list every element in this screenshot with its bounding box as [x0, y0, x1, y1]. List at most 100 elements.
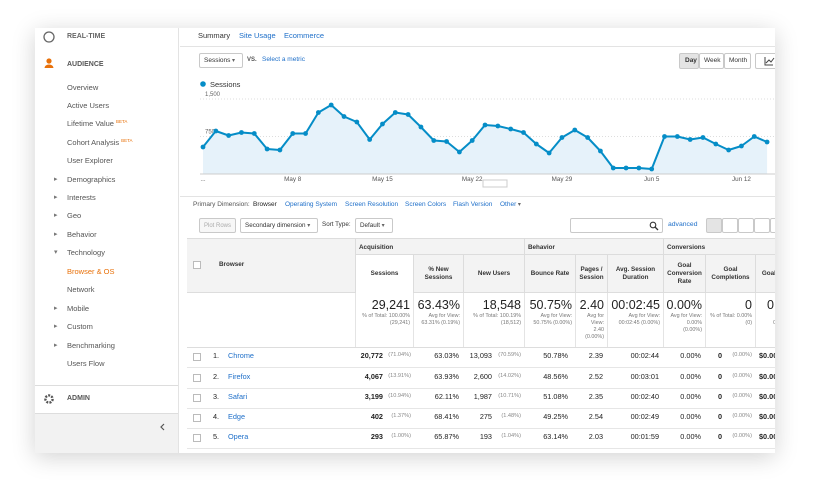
nav-item[interactable]: Mobile: [54, 305, 89, 313]
browser-link[interactable]: Firefox: [228, 372, 251, 382]
advanced-link[interactable]: advanced: [668, 221, 698, 228]
point: [726, 147, 732, 153]
column-header[interactable]: New Users: [463, 255, 524, 293]
total-note: Avg for View: 63.31% (0.19%): [421, 313, 460, 327]
nav-item[interactable]: Interests: [54, 194, 96, 202]
column-border: [463, 293, 464, 347]
view-button[interactable]: [706, 218, 722, 233]
nav-item-active[interactable]: Browser & OS: [67, 267, 115, 276]
legend-label: Sessions: [210, 80, 241, 89]
table-cell: (0.00%): [732, 413, 752, 420]
chart-icon: [764, 57, 775, 66]
sort-label: Sort Type:: [322, 221, 351, 228]
view-button[interactable]: [722, 218, 738, 233]
nav-item[interactable]: Overview: [67, 83, 99, 92]
dimension-option[interactable]: Screen Colors: [405, 201, 447, 208]
point: [418, 124, 424, 130]
x-tick-label: ...: [200, 176, 205, 183]
table-cell: 2.54: [588, 412, 603, 422]
table-cell: (10.71%): [498, 393, 521, 400]
tab[interactable]: Site Usage: [239, 31, 276, 40]
period-button[interactable]: Month: [724, 53, 751, 69]
row-divider: [187, 428, 775, 429]
dimension-option[interactable]: Operating System: [285, 201, 338, 208]
table-cell: 293: [370, 432, 383, 442]
nav-item[interactable]: Technology: [54, 249, 105, 257]
nav-label: Lifetime Value: [67, 119, 114, 128]
browser-link[interactable]: Chrome: [228, 351, 254, 361]
column-header[interactable]: Goal Completions: [705, 255, 755, 293]
table-cell: 62.11%: [434, 392, 459, 402]
column-group: [663, 238, 775, 255]
point: [328, 102, 334, 108]
table-cell: 0: [717, 432, 722, 442]
row-checkbox[interactable]: [193, 414, 201, 422]
metric-dropdown[interactable]: Sessions: [199, 53, 243, 68]
column-header[interactable]: Browser: [219, 261, 245, 268]
table-cell: $0.00: [759, 412, 778, 422]
point: [521, 130, 526, 135]
column-header[interactable]: Goal Value: [755, 255, 775, 293]
nav-item[interactable]: Users Flow: [67, 359, 105, 368]
column-header[interactable]: Pages / Session: [575, 255, 607, 293]
table-cell: 2.: [213, 372, 220, 382]
beta-badge: BETA: [115, 119, 128, 124]
column-header[interactable]: % New Sessions: [413, 255, 463, 293]
table-cell: 0.00%: [680, 412, 701, 422]
table-cell: 63.14%: [543, 432, 568, 442]
nav-item[interactable]: Cohort Analysis BETA: [67, 138, 133, 147]
nav-item[interactable]: Custom: [54, 323, 93, 331]
browser-link[interactable]: Opera: [228, 432, 249, 442]
total-value: 18,548: [482, 298, 521, 312]
view-button[interactable]: [770, 218, 775, 233]
row-checkbox[interactable]: [193, 394, 201, 402]
collapse-icon[interactable]: [160, 423, 165, 431]
table-cell: (13.91%): [388, 373, 411, 380]
period-button[interactable]: Week: [699, 53, 724, 69]
select-metric[interactable]: Select a metric: [262, 56, 305, 63]
column-header[interactable]: Bounce Rate: [524, 255, 575, 293]
column-header[interactable]: Sessions: [355, 255, 413, 293]
nav-item[interactable]: User Explorer: [67, 156, 113, 165]
sort-dropdown[interactable]: Default: [355, 218, 393, 233]
nav-audience[interactable]: AUDIENCE: [67, 61, 104, 68]
nav-item[interactable]: Network: [67, 285, 95, 294]
nav-item[interactable]: Geo: [54, 212, 81, 220]
nav-item[interactable]: Behavior: [54, 231, 96, 239]
column-header[interactable]: Avg. Session Duration: [607, 255, 663, 293]
nav-item[interactable]: Active Users: [67, 101, 110, 110]
table-cell: (1.00%): [391, 433, 411, 440]
dimension-option[interactable]: Other: [500, 201, 521, 209]
admin-icon: [44, 394, 54, 404]
period-button[interactable]: Day: [679, 53, 699, 69]
nav-admin[interactable]: ADMIN: [67, 395, 90, 402]
table-cell: (0.00%): [732, 352, 752, 359]
tab[interactable]: Ecommerce: [284, 31, 325, 40]
table-cell: 275: [479, 412, 492, 422]
nav-realtime[interactable]: REAL-TIME: [67, 33, 106, 40]
browser-link[interactable]: Edge: [228, 412, 246, 422]
dimension-option[interactable]: Flash Version: [453, 201, 493, 208]
plot-rows-button[interactable]: Plot Rows: [199, 218, 236, 233]
view-button[interactable]: [754, 218, 770, 233]
x-tick-label: May 15: [372, 176, 393, 183]
scroll-handle[interactable]: [482, 179, 508, 188]
nav-item[interactable]: Benchmarking: [54, 342, 115, 350]
nav-item[interactable]: Demographics: [54, 176, 115, 184]
table-cell: 3.: [213, 392, 220, 402]
table-cell: $0.00: [759, 432, 778, 442]
search-box[interactable]: [570, 218, 663, 233]
secondary-dimension[interactable]: Secondary dimension: [240, 218, 318, 233]
tab[interactable]: Summary: [198, 31, 231, 40]
view-button[interactable]: [738, 218, 754, 233]
row-checkbox[interactable]: [193, 353, 201, 361]
dimension-option-active[interactable]: Browser: [253, 201, 277, 208]
column-header[interactable]: Goal Conversion Rate: [663, 255, 705, 293]
point: [700, 135, 706, 140]
row-checkbox[interactable]: [193, 374, 201, 382]
checkbox[interactable]: [193, 261, 201, 269]
nav-item[interactable]: Lifetime Value BETA: [67, 119, 128, 128]
dimension-option[interactable]: Screen Resolution: [345, 201, 399, 208]
row-checkbox[interactable]: [193, 434, 201, 442]
browser-link[interactable]: Safari: [228, 392, 248, 402]
